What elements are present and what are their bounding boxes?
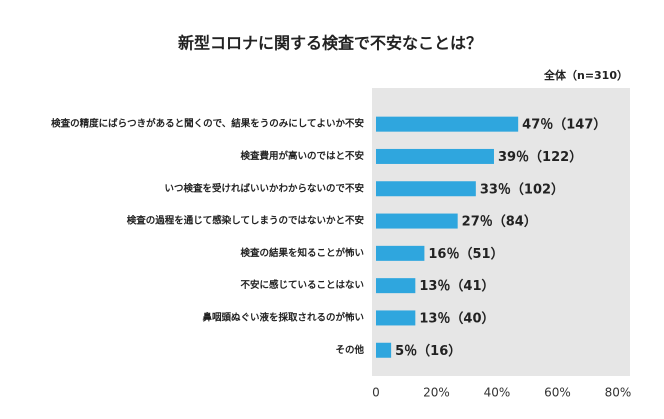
bar: [376, 278, 416, 294]
bar: [376, 181, 476, 197]
value-label: 27％（84）: [462, 214, 537, 230]
x-tick-label: 60%: [544, 386, 571, 400]
bar: [376, 116, 519, 132]
plot-background: [372, 88, 630, 376]
x-tick-label: 40%: [484, 386, 511, 400]
value-label: 33％（102）: [480, 181, 564, 197]
category-label: 検査の精度にばらつきがあると聞くので、結果をうのみにしてよいか不安: [51, 118, 364, 130]
bar: [376, 213, 458, 229]
bar: [376, 148, 494, 164]
chart-subtitle: 全体（n=310）: [543, 68, 628, 82]
bar: [376, 245, 425, 261]
category-label: 検査の過程を通じて感染してしまうのではないかと不安: [127, 215, 365, 227]
category-label: 鼻咽頭ぬぐい液を採取されるのが怖い: [202, 311, 364, 323]
bar: [376, 310, 416, 326]
category-label: その他: [335, 344, 364, 356]
value-label: 13％（41）: [419, 278, 494, 294]
category-label: いつ検査を受ければいいかわからないので不安: [164, 182, 364, 194]
x-tick-label: 20%: [423, 386, 450, 400]
category-label: 不安に感じていることはない: [240, 279, 364, 291]
value-label: 16％（51）: [428, 246, 503, 262]
value-label: 39％（122）: [498, 149, 582, 165]
category-label: 検査費用が高いのではと不安: [240, 150, 364, 162]
chart-title: 新型コロナに関する検査で不安なことは？: [178, 34, 482, 53]
value-label: 13％（40）: [419, 310, 494, 326]
value-label: 5％（16）: [395, 343, 461, 359]
category-label: 検査の結果を知ることが怖い: [240, 247, 364, 259]
value-label: 47％（147）: [522, 117, 606, 133]
bar: [376, 342, 392, 358]
x-tick-label: 80%: [605, 386, 632, 400]
x-tick-label: 0: [372, 386, 380, 400]
